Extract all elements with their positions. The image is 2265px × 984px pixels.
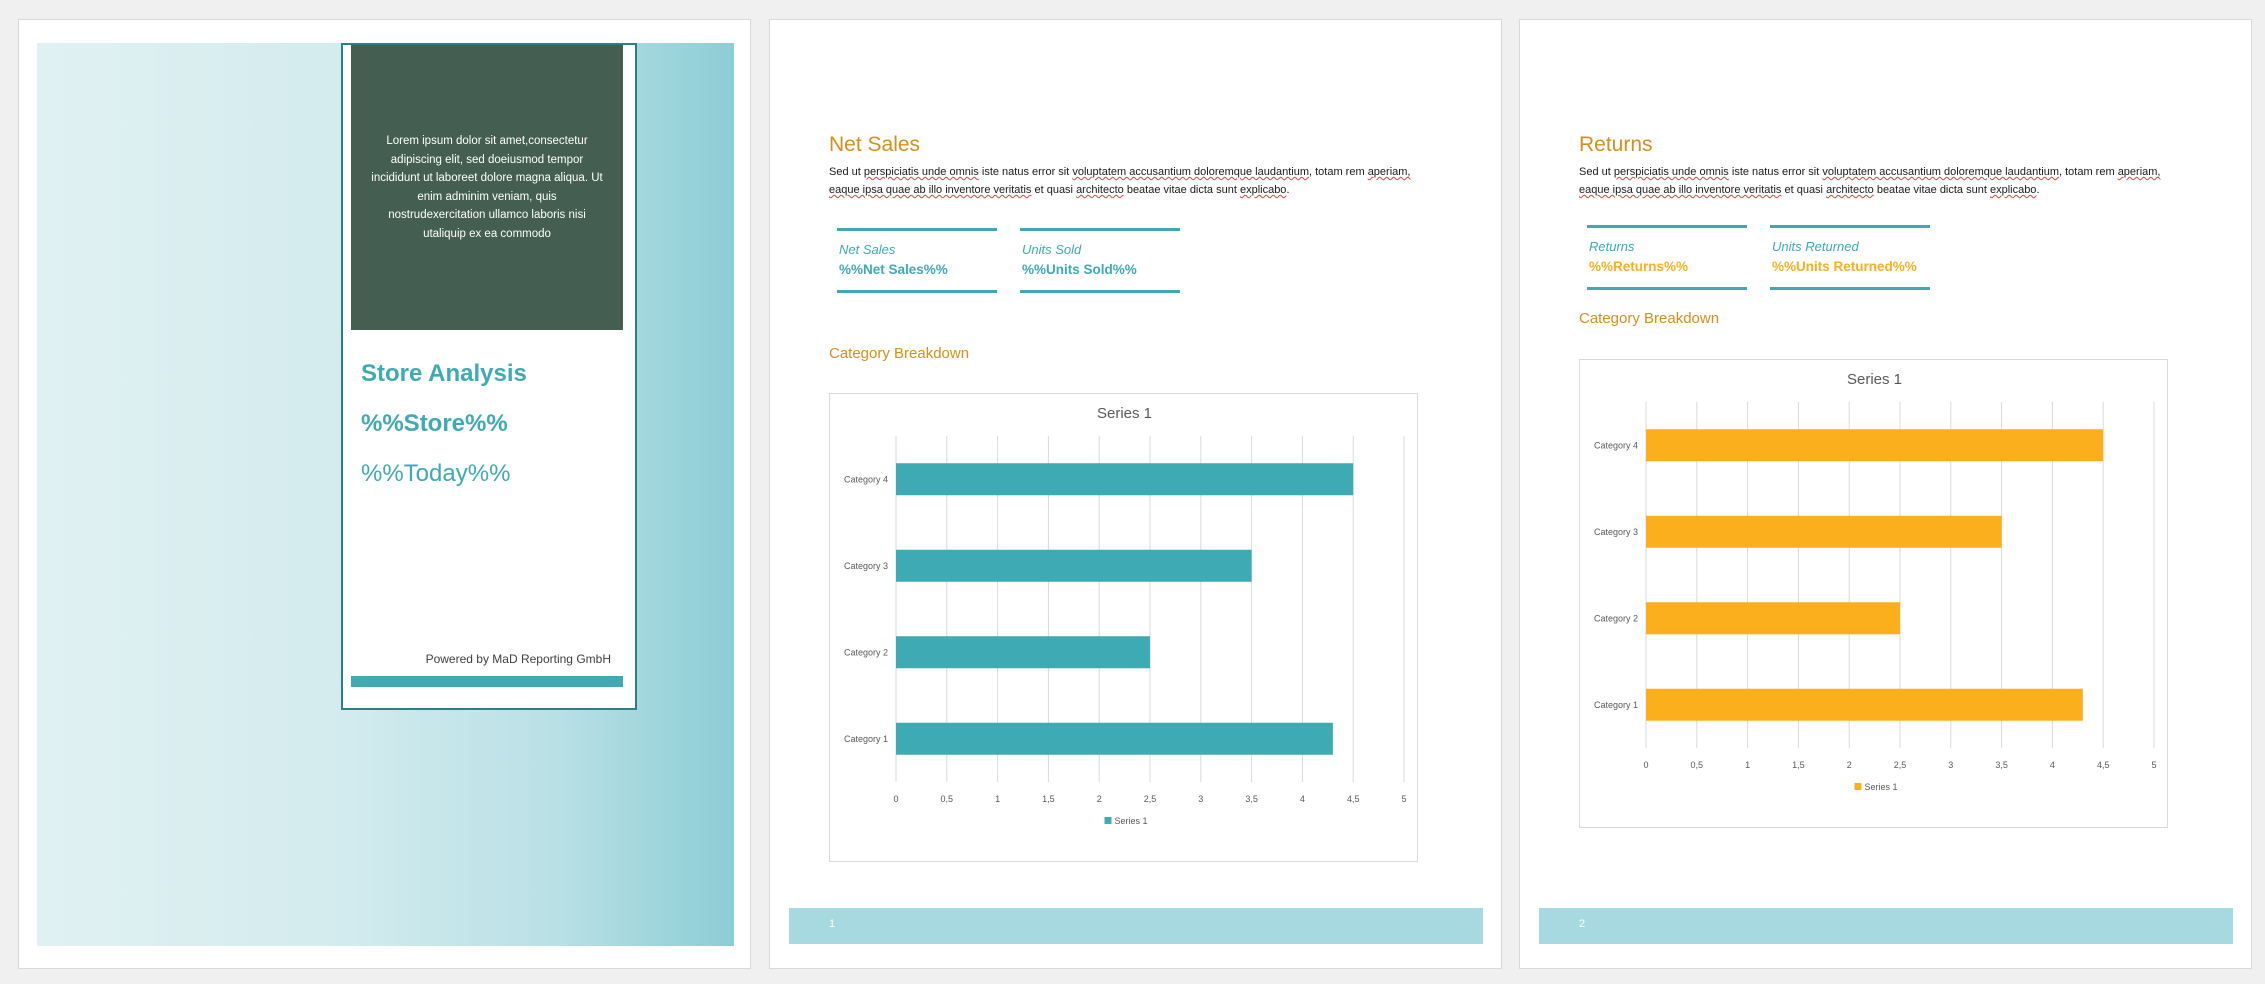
powered-by-text: Powered by MaD Reporting GmbH xyxy=(425,652,611,666)
y-category-label: Category 3 xyxy=(1594,527,1638,537)
page-heading: Net Sales xyxy=(829,133,921,156)
kpi-value: %%Net Sales%% xyxy=(839,262,948,277)
legend-swatch xyxy=(1104,817,1112,824)
kpi-units-returned: Units Returned %%Units Returned%% xyxy=(1770,225,1930,290)
bar xyxy=(896,549,1252,582)
kpi-returns: Returns %%Returns%% xyxy=(1587,225,1747,290)
category-breakdown-heading: Category Breakdown xyxy=(829,345,970,362)
net-sales-page: Net Sales Sed ut perspiciatis unde omnis… xyxy=(769,19,1502,969)
kpi-label: Returns xyxy=(1589,239,1635,254)
cover-date-field: %%Today%% xyxy=(361,460,511,487)
y-category-label: Category 4 xyxy=(1594,440,1638,450)
cover-card: Lorem ipsum dolor sit amet,consectetur a… xyxy=(341,43,637,710)
x-tick-label: 1,5 xyxy=(1042,794,1055,804)
page-footer: 2 xyxy=(1539,908,2233,944)
kpi-label: Net Sales xyxy=(839,242,896,257)
chart-svg: Series 1 0 0,5 1 1,5 2 2,5 3 3,5 4 4,5 5 Category 1 C… xyxy=(844,405,1407,826)
kpi-label: Units Sold xyxy=(1022,242,1082,257)
bar xyxy=(896,722,1333,755)
x-tick-label: 0,5 xyxy=(941,794,954,804)
page-footer: 1 xyxy=(789,908,1483,944)
x-tick-label: 5 xyxy=(1401,794,1406,804)
y-category-label: Category 2 xyxy=(844,647,888,657)
x-tick-label: 4 xyxy=(1300,794,1305,804)
x-tick-label: 2,5 xyxy=(1144,794,1157,804)
y-category-label: Category 4 xyxy=(844,474,888,484)
x-tick-label: 4,5 xyxy=(1347,794,1360,804)
y-category-label: Category 1 xyxy=(1594,700,1638,710)
x-tick-label: 3,5 xyxy=(1245,794,1258,804)
category-chart: Series 1 0 0,5 1 1,5 2 2,5 3 3,5 4 4,5 5 Category 1 C… xyxy=(1579,359,2168,828)
x-tick-label: 4,5 xyxy=(2097,760,2110,770)
y-category-label: Category 3 xyxy=(844,561,888,571)
bar xyxy=(1646,515,2002,548)
cover-page: Lorem ipsum dolor sit amet,consectetur a… xyxy=(18,19,751,969)
chart-title: Series 1 xyxy=(1847,371,1902,388)
x-tick-label: 2 xyxy=(1847,760,1852,770)
x-tick-label: 3,5 xyxy=(1995,760,2008,770)
bar xyxy=(1646,688,2083,721)
category-chart: Series 1 0 0,5 1 1,5 2 2,5 3 3,5 4 4,5 5 Category 1 C… xyxy=(829,393,1418,862)
y-category-label: Category 1 xyxy=(844,734,888,744)
legend-swatch xyxy=(1854,783,1862,790)
bar xyxy=(896,636,1150,669)
cover-accent-bar xyxy=(351,676,623,687)
kpi-net-sales: Net Sales %%Net Sales%% xyxy=(837,228,997,293)
y-category-label: Category 2 xyxy=(1594,613,1638,623)
x-tick-label: 0 xyxy=(1643,760,1648,770)
x-tick-label: 2 xyxy=(1097,794,1102,804)
body-paragraph: Sed ut perspiciatis unde omnis iste natu… xyxy=(1579,166,2161,196)
legend-label: Series 1 xyxy=(1865,782,1898,792)
legend-label: Series 1 xyxy=(1115,816,1148,826)
x-tick-label: 3 xyxy=(1948,760,1953,770)
x-tick-label: 0,5 xyxy=(1691,760,1704,770)
cover-title: Store Analysis xyxy=(361,360,527,387)
page-number: 2 xyxy=(1579,918,1586,930)
x-tick-label: 1 xyxy=(995,794,1000,804)
cover-intro-text: Lorem ipsum dolor sit amet,consectetur a… xyxy=(371,135,603,240)
bar xyxy=(1646,602,1900,635)
x-tick-label: 0 xyxy=(893,794,898,804)
chart-svg: Series 1 0 0,5 1 1,5 2 2,5 3 3,5 4 4,5 5 Category 1 C… xyxy=(1594,371,2157,792)
bar xyxy=(1646,429,2104,462)
cover-intro-box: Lorem ipsum dolor sit amet,consectetur a… xyxy=(351,45,623,330)
x-tick-label: 2,5 xyxy=(1894,760,1907,770)
category-breakdown-heading: Category Breakdown xyxy=(1579,310,1720,327)
x-tick-label: 3 xyxy=(1198,794,1203,804)
body-paragraph: Sed ut perspiciatis unde omnis iste natu… xyxy=(829,166,1411,196)
bar xyxy=(896,463,1354,496)
kpi-value: %%Units Sold%% xyxy=(1022,262,1137,277)
kpi-units-sold: Units Sold %%Units Sold%% xyxy=(1020,228,1180,293)
kpi-value: %%Units Returned%% xyxy=(1772,259,1917,274)
returns-page: Returns Sed ut perspiciatis unde omnis i… xyxy=(1519,19,2252,969)
x-tick-label: 1 xyxy=(1745,760,1750,770)
cover-store-field: %%Store%% xyxy=(361,410,508,437)
x-tick-label: 5 xyxy=(2151,760,2156,770)
kpi-value: %%Returns%% xyxy=(1589,259,1689,274)
page-number: 1 xyxy=(829,918,836,930)
page-heading: Returns xyxy=(1579,133,1653,156)
x-tick-label: 1,5 xyxy=(1792,760,1805,770)
x-tick-label: 4 xyxy=(2050,760,2055,770)
kpi-label: Units Returned xyxy=(1772,239,1859,254)
chart-title: Series 1 xyxy=(1097,405,1152,422)
